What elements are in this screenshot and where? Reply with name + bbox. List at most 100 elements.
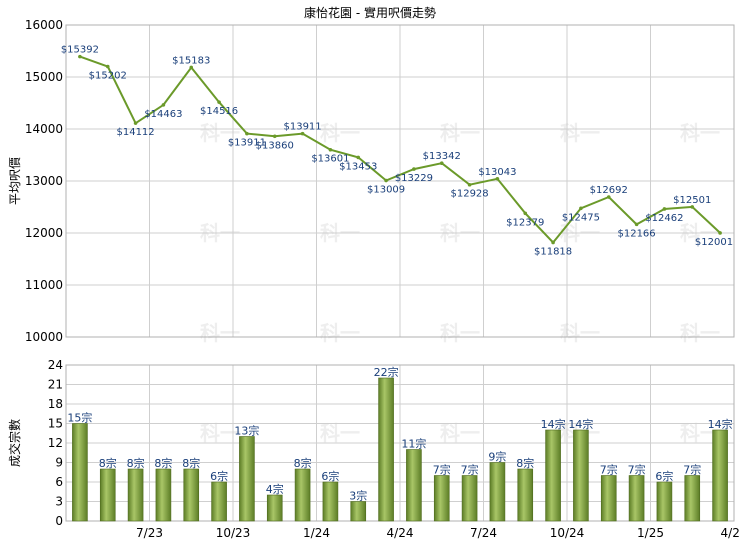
x-tick-label: 4/25 [721,526,740,540]
price-data-label: $12379 [506,217,544,228]
y-tick-label: 15 [48,417,63,431]
volume-data-label: 22宗 [374,365,399,379]
price-point [133,121,138,125]
volume-bar [99,468,116,522]
price-data-label: $13860 [256,140,294,151]
price-point [217,100,221,104]
volume-data-label: 7宗 [461,463,479,477]
price-point [439,161,444,166]
volume-bar [517,468,534,522]
volume-bar [322,481,339,522]
watermark-text: 科一 [680,321,720,345]
volume-data-label: 9宗 [488,450,506,464]
volume-bar [461,475,478,522]
watermark-text: 科一 [320,121,360,145]
price-point [467,182,472,187]
plot-frame [65,364,735,522]
volume-bar [545,429,561,522]
volume-bar [684,475,701,522]
price-data-label: $13911 [283,122,321,133]
price-series-line [79,55,721,245]
volume-bar [600,475,617,522]
price-data-label: $12166 [617,228,655,239]
volume-data-label: 6宗 [655,469,673,483]
x-tick-label: 4/24 [387,526,414,540]
watermark-text: 科一 [440,421,480,445]
x-tick-label: 7/24 [470,526,497,540]
volume-bar [489,462,506,522]
price-point [690,205,695,209]
price-point [412,167,416,171]
chart-title: 康怡花園 - 實用呎價走勢 [304,5,436,20]
volume-bar [656,481,673,522]
price-point [523,211,528,216]
x-tick-label: 10/23 [216,526,251,540]
watermark-text: 科一 [680,121,720,145]
watermark-text: 科一 [200,321,240,345]
volume-data-label: 14宗 [568,417,593,431]
x-tick-label: 7/23 [136,526,163,540]
price-point [328,147,333,152]
watermark-text: 科一 [440,121,480,145]
watermark-text: 科一 [320,421,360,445]
y-tick-label: 21 [48,378,63,392]
volume-data-label: 8宗 [294,456,312,470]
y-tick-label: 24 [48,358,63,372]
price-data-label: $12001 [695,237,733,248]
price-data-label: $12475 [562,212,600,223]
price-point [606,195,611,199]
y-tick-label: 18 [48,397,63,411]
volume-data-label: 7宗 [683,463,701,477]
price-point [78,54,82,59]
price-point [245,131,249,136]
price-data-label: $13009 [367,185,405,196]
volume-data-label: 7宗 [628,463,646,477]
price-data-label: $14516 [200,106,238,117]
price-point [189,65,194,70]
x-tick-label: 1/24 [303,526,330,540]
y-tick-label: 12 [48,436,63,450]
price-data-label: $13043 [478,167,516,178]
volume-data-label: 11宗 [401,437,426,451]
price-point [634,222,639,227]
volume-data-label: 4宗 [266,482,284,496]
volume-data-label: 13宗 [234,424,259,438]
watermark-text: 科一 [320,321,360,345]
y-tick-label: 0 [55,514,63,528]
volume-data-label: 3宗 [349,489,367,503]
price-point [356,155,361,160]
volume-data-label: 6宗 [210,469,228,483]
price-data-label: $13342 [423,151,461,162]
price-data-label: $11818 [534,246,572,257]
y-tick-label: 11000 [25,278,63,292]
volume-bar [378,377,394,522]
price-data-label: $12928 [450,189,488,200]
y-tick-label: 14000 [25,122,63,136]
volume-bar [183,468,200,522]
price-point [495,176,500,181]
volume-bar [239,436,255,522]
watermark-layer: 科一科一科一科一科一科一科一科一科一科一科一科一科一科一科一科一科一科一科一科一 [200,121,720,445]
volume-bar [127,468,144,522]
volume-bar [72,423,88,522]
price-point [300,131,305,136]
y-tick-label: 10000 [25,330,63,344]
x-tick-label: 10/24 [550,526,585,540]
y-tick-label: 13000 [25,174,63,188]
price-line-chart: 10000 11000 12000 13000 14000 15000 16000 平均呎價 $… [8,18,735,344]
price-data-label: $15183 [172,55,210,66]
price-point [551,240,555,245]
x-tick-label: 1/25 [637,526,664,540]
volume-bar [294,468,311,522]
volume-data-label: 6宗 [321,469,339,483]
y-tick-label: 6 [55,475,63,489]
volume-bar [211,481,227,522]
y-axis-label: 平均呎價 [8,157,22,205]
price-point [662,207,667,211]
price-data-label: $13911 [228,138,266,149]
y-tick-label: 15000 [25,70,63,84]
volume-bar [406,449,422,522]
volume-bar-chart: 0 3 6 9 12 15 18 21 24 7/23 10/23 1/24 4/24 7/24 10/24… [7,358,740,540]
price-data-label: $14112 [116,127,154,138]
volume-data-label: 7宗 [600,463,618,477]
